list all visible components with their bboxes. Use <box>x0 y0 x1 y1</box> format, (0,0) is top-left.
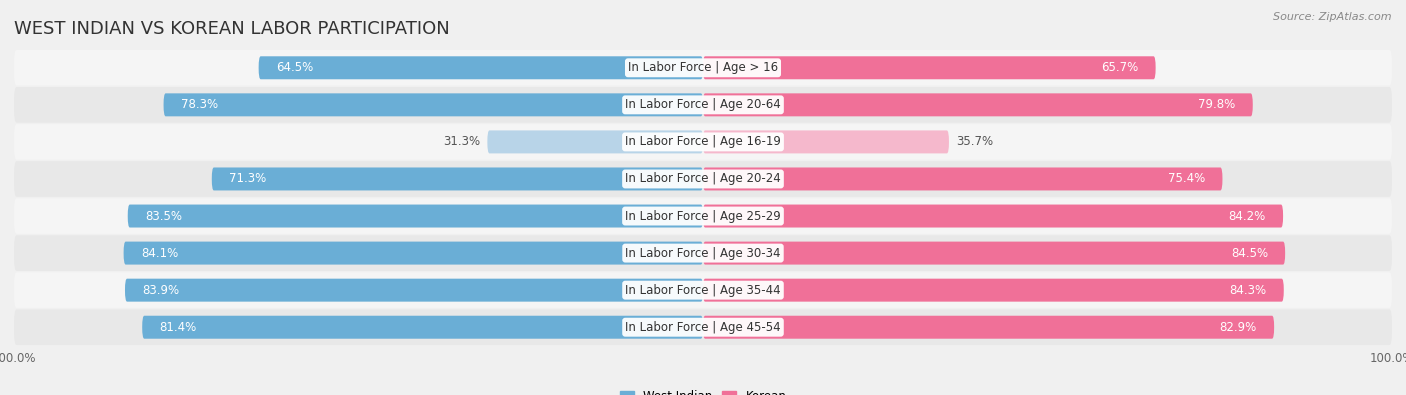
FancyBboxPatch shape <box>703 242 1285 265</box>
Text: 83.9%: 83.9% <box>142 284 180 297</box>
FancyBboxPatch shape <box>703 93 1253 117</box>
Text: 84.1%: 84.1% <box>141 246 179 260</box>
FancyBboxPatch shape <box>128 205 703 228</box>
Text: 82.9%: 82.9% <box>1219 321 1257 334</box>
FancyBboxPatch shape <box>14 124 1392 160</box>
Text: 75.4%: 75.4% <box>1168 173 1205 186</box>
Text: 64.5%: 64.5% <box>276 61 314 74</box>
FancyBboxPatch shape <box>124 242 703 265</box>
Text: 84.3%: 84.3% <box>1229 284 1267 297</box>
Text: Source: ZipAtlas.com: Source: ZipAtlas.com <box>1274 12 1392 22</box>
FancyBboxPatch shape <box>14 309 1392 345</box>
FancyBboxPatch shape <box>703 56 1156 79</box>
FancyBboxPatch shape <box>14 161 1392 197</box>
FancyBboxPatch shape <box>703 130 949 153</box>
Text: WEST INDIAN VS KOREAN LABOR PARTICIPATION: WEST INDIAN VS KOREAN LABOR PARTICIPATIO… <box>14 19 450 38</box>
Text: 84.2%: 84.2% <box>1229 209 1265 222</box>
Text: In Labor Force | Age 45-54: In Labor Force | Age 45-54 <box>626 321 780 334</box>
Text: In Labor Force | Age 20-24: In Labor Force | Age 20-24 <box>626 173 780 186</box>
Text: In Labor Force | Age 20-64: In Labor Force | Age 20-64 <box>626 98 780 111</box>
FancyBboxPatch shape <box>259 56 703 79</box>
FancyBboxPatch shape <box>163 93 703 117</box>
Text: In Labor Force | Age 16-19: In Labor Force | Age 16-19 <box>626 135 780 149</box>
Text: 84.5%: 84.5% <box>1230 246 1268 260</box>
Text: 31.3%: 31.3% <box>443 135 481 149</box>
FancyBboxPatch shape <box>14 87 1392 122</box>
Text: 81.4%: 81.4% <box>159 321 197 334</box>
Text: In Labor Force | Age 25-29: In Labor Force | Age 25-29 <box>626 209 780 222</box>
Text: In Labor Force | Age 30-34: In Labor Force | Age 30-34 <box>626 246 780 260</box>
FancyBboxPatch shape <box>14 235 1392 271</box>
Text: In Labor Force | Age > 16: In Labor Force | Age > 16 <box>628 61 778 74</box>
FancyBboxPatch shape <box>14 198 1392 234</box>
FancyBboxPatch shape <box>14 273 1392 308</box>
FancyBboxPatch shape <box>14 50 1392 86</box>
FancyBboxPatch shape <box>125 278 703 302</box>
FancyBboxPatch shape <box>703 316 1274 339</box>
Text: 35.7%: 35.7% <box>956 135 993 149</box>
FancyBboxPatch shape <box>488 130 703 153</box>
Legend: West Indian, Korean: West Indian, Korean <box>614 385 792 395</box>
FancyBboxPatch shape <box>142 316 703 339</box>
Text: 71.3%: 71.3% <box>229 173 266 186</box>
Text: 78.3%: 78.3% <box>181 98 218 111</box>
FancyBboxPatch shape <box>212 167 703 190</box>
Text: 65.7%: 65.7% <box>1101 61 1139 74</box>
FancyBboxPatch shape <box>703 167 1222 190</box>
Text: In Labor Force | Age 35-44: In Labor Force | Age 35-44 <box>626 284 780 297</box>
FancyBboxPatch shape <box>703 205 1284 228</box>
FancyBboxPatch shape <box>703 278 1284 302</box>
Text: 83.5%: 83.5% <box>145 209 181 222</box>
Text: 79.8%: 79.8% <box>1198 98 1236 111</box>
